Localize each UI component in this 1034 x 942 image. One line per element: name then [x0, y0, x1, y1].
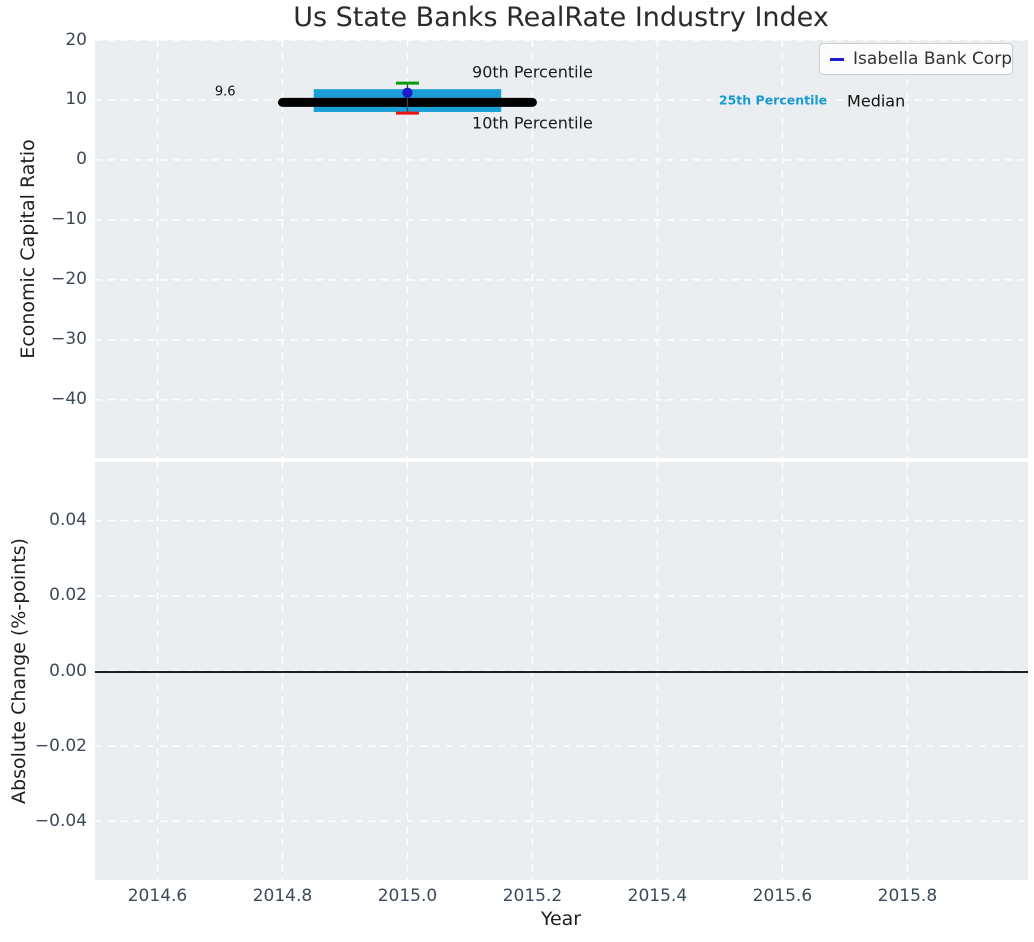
annotation-p25-label: 25th Percentile: [718, 92, 828, 108]
annotation-median-value: 9.6: [214, 84, 236, 100]
x-tick-label: 2014.8: [252, 886, 313, 906]
x-tick-label: 2015.4: [627, 886, 688, 906]
y-tick-label: 10: [65, 89, 87, 110]
y-tick-label: −30: [51, 329, 87, 350]
legend: Isabella Bank Corp: [819, 43, 1013, 75]
bottom-plot-area: [95, 462, 1028, 880]
y-tick-label: −20: [51, 269, 87, 290]
legend-label: Isabella Bank Corp: [853, 49, 1012, 69]
annotation-p90-label: 90th Percentile: [472, 62, 593, 82]
x-tick-label: 2015.6: [752, 886, 813, 906]
y-tick-label: 0.00: [49, 660, 87, 681]
company-marker: [402, 87, 413, 98]
x-tick-label: 2015.8: [877, 886, 938, 906]
x-tick-label: 2015.0: [377, 886, 438, 906]
x-axis-label: Year: [540, 908, 582, 930]
y-tick-label: 0: [76, 149, 87, 170]
y-tick-label: 0.02: [49, 585, 87, 606]
y-tick-label: 20: [65, 29, 87, 50]
y-tick-label: −0.02: [34, 735, 87, 756]
y-axis-label-top: Economic Capital Ratio: [17, 139, 39, 359]
y-tick-label: −0.04: [34, 810, 87, 831]
y-tick-label: 0.04: [49, 510, 87, 531]
bottom-plot-canvas: [95, 462, 1028, 880]
top-plot-canvas: [95, 40, 1028, 458]
top-plot-area: [95, 40, 1028, 458]
annotation-median-label: Median: [847, 91, 906, 111]
legend-line-swatch: [830, 57, 845, 61]
y-tick-label: −10: [51, 209, 87, 230]
y-tick-label: −40: [51, 389, 87, 410]
x-tick-label: 2015.2: [502, 886, 563, 906]
chart-title: Us State Banks RealRate Industry Index: [293, 2, 829, 33]
x-tick-label: 2014.6: [127, 886, 188, 906]
annotation-p10-label: 10th Percentile: [472, 113, 593, 133]
